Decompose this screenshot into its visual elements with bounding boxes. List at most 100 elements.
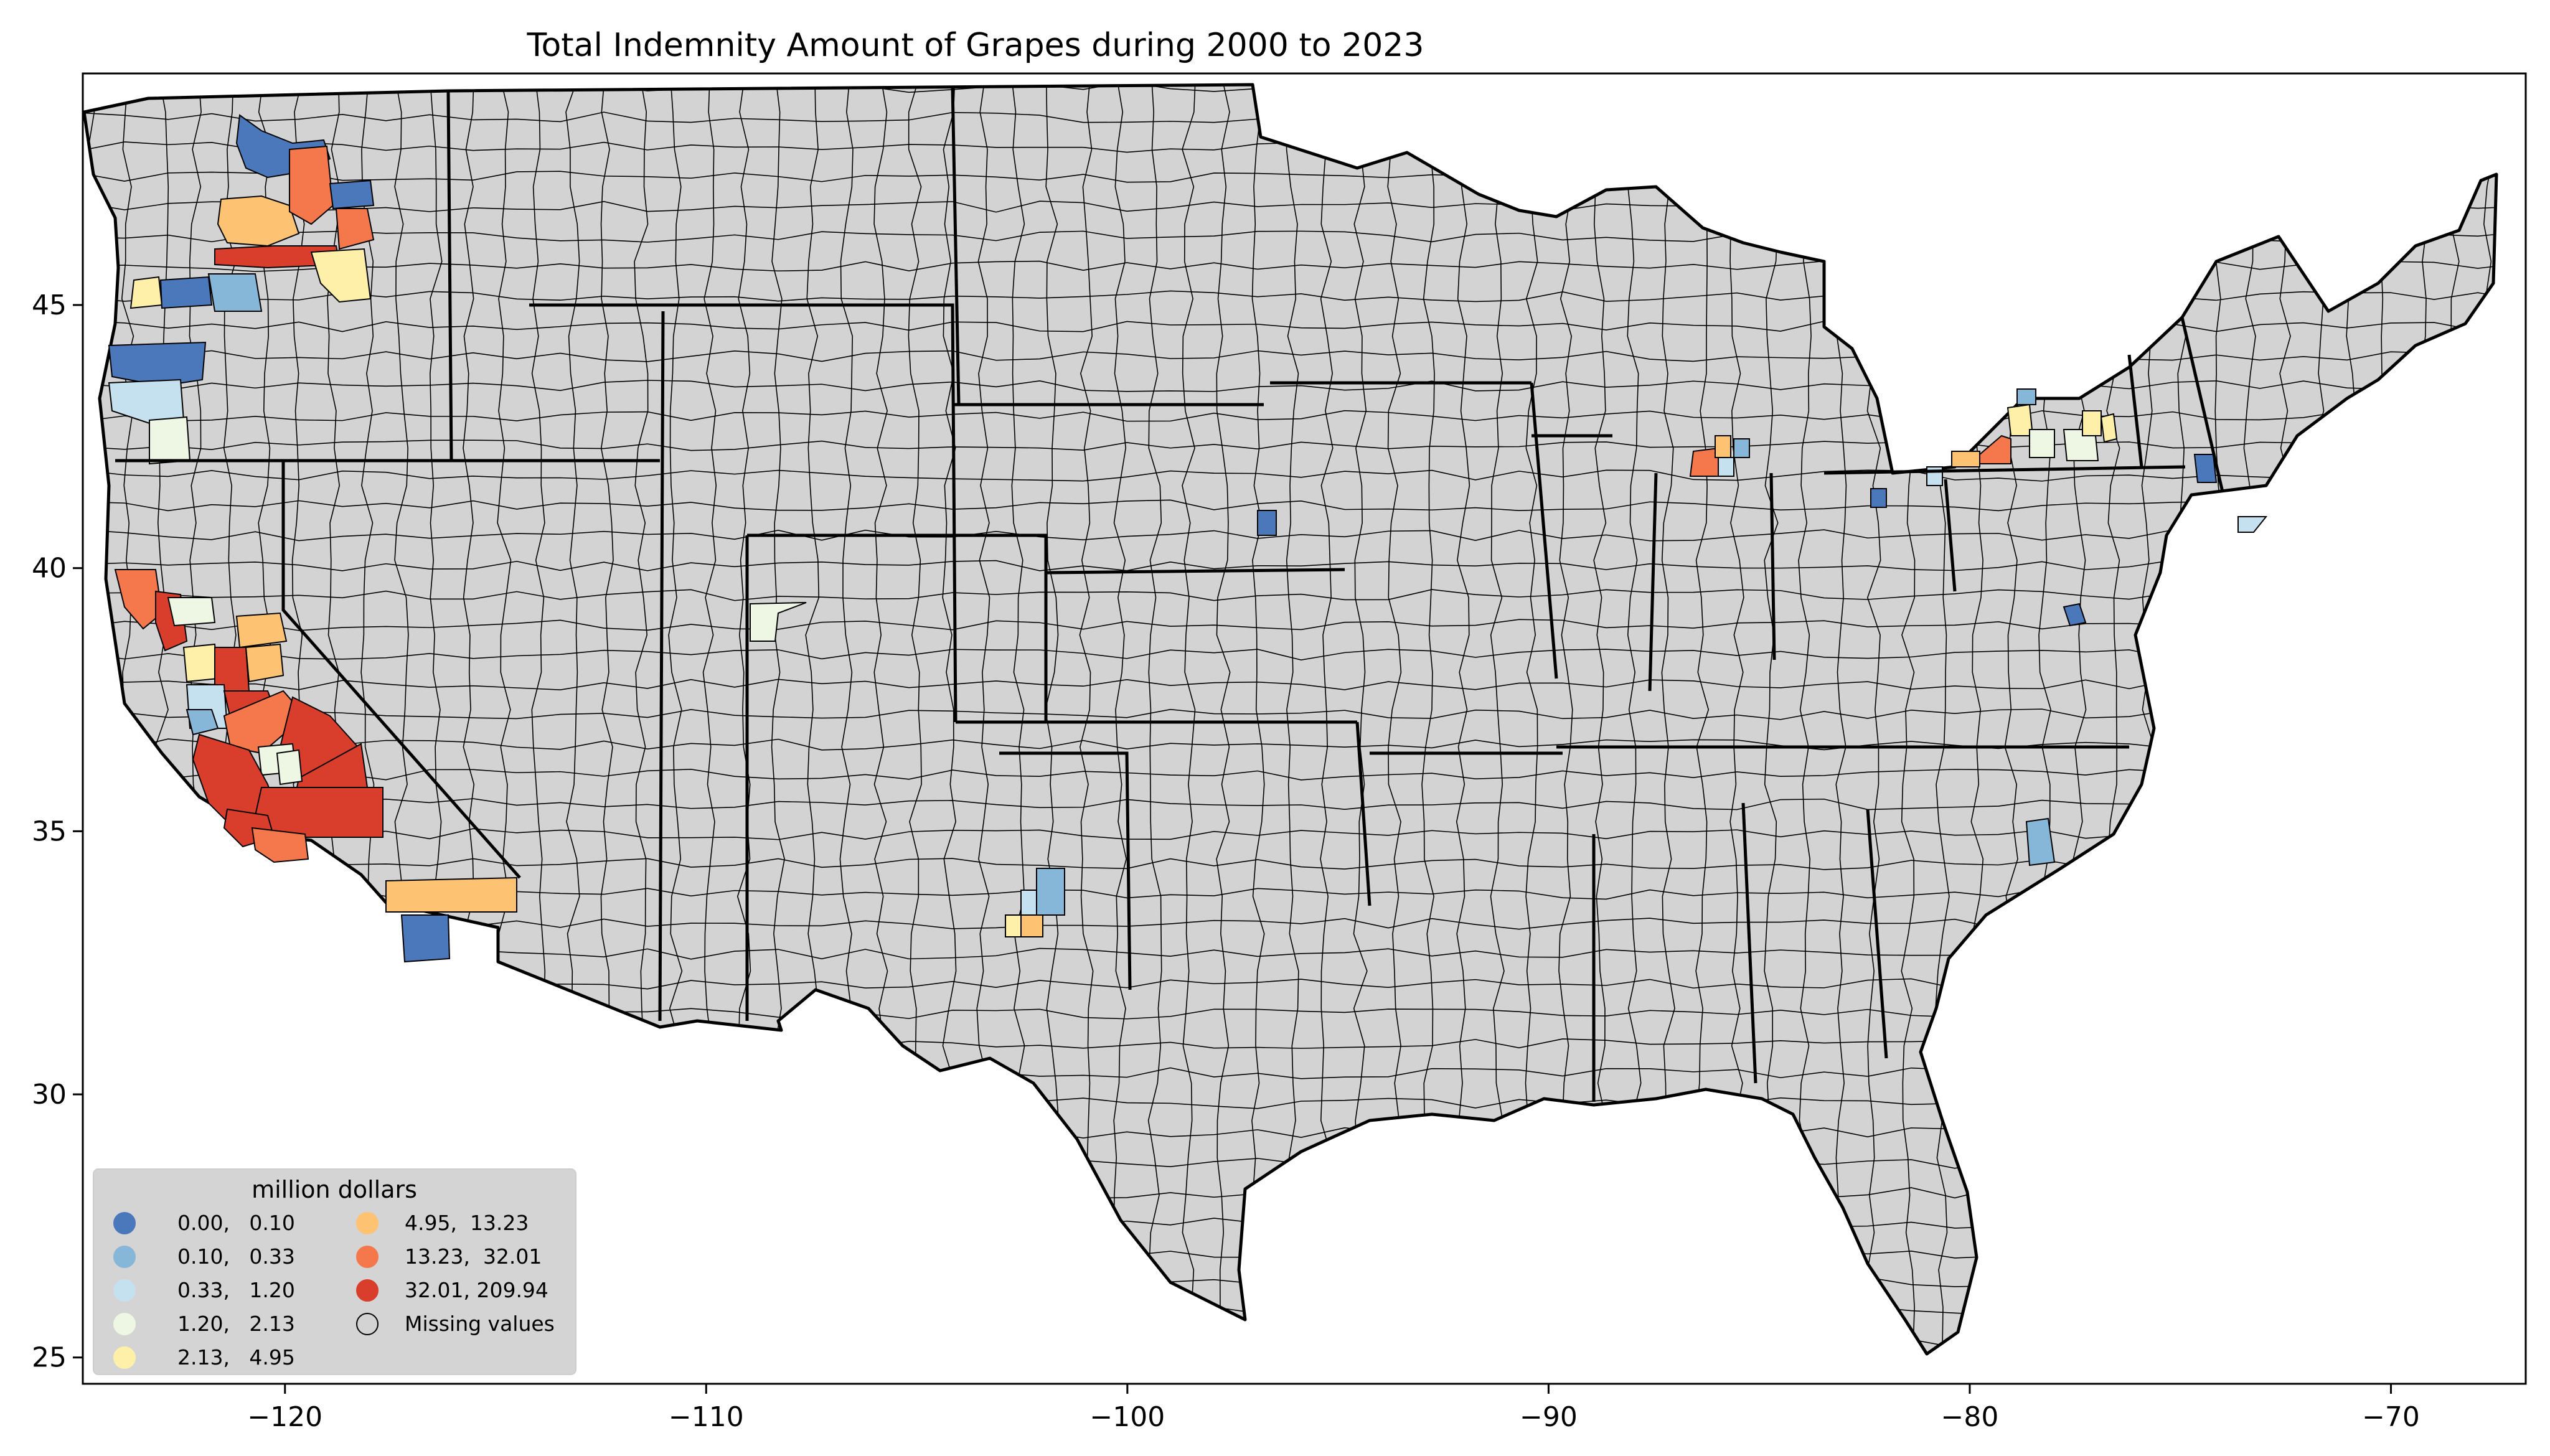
county-ca-north-lightgreen [167, 597, 216, 627]
county-or-willamette [108, 341, 207, 387]
y-tick-label: 30 [32, 1079, 67, 1111]
state-border [1045, 568, 1345, 575]
county-ca-sandiego [400, 914, 451, 963]
county-line [1182, 85, 1197, 1354]
county-fills [108, 114, 2268, 963]
county-line [84, 769, 2496, 781]
county-line [1216, 85, 1231, 1354]
county-line [84, 499, 2496, 512]
state-border [1648, 472, 1658, 692]
state-border [1355, 721, 1371, 906]
county-line [84, 1157, 2496, 1169]
legend-title: million dollars [252, 1176, 417, 1203]
county-line [1147, 85, 1162, 1354]
us-land [83, 83, 2498, 1356]
x-tick-label: −120 [247, 1401, 322, 1433]
state-border [1944, 479, 1957, 592]
legend-label: 0.33, 1.20 [177, 1278, 295, 1302]
county-or-south [149, 416, 191, 465]
legend-label: 13.23, 32.01 [405, 1244, 542, 1269]
state-border [2127, 354, 2143, 467]
county-oh-blue [1870, 488, 1887, 508]
county-mi-orange2 [1715, 435, 1731, 458]
county-line [84, 679, 2496, 690]
legend-label: 0.00, 0.10 [177, 1211, 295, 1235]
county-ny-lightgreen [2029, 429, 2055, 458]
county-ca-riverside [385, 876, 517, 913]
y-tick-label: 35 [32, 815, 67, 847]
county-ne-blue [1257, 510, 1277, 536]
county-line [84, 619, 2496, 631]
legend-label: 4.95, 13.23 [405, 1211, 529, 1235]
county-line [84, 469, 2496, 482]
county-md-blue [2063, 603, 2087, 627]
county-co-mesa [750, 602, 807, 642]
county-or-north-blue [159, 276, 213, 309]
county-wa-yakima [289, 145, 334, 225]
legend-swatch [356, 1313, 379, 1335]
county-line [1079, 85, 1094, 1354]
county-or-north-yellow [129, 276, 163, 309]
state-border [1866, 809, 1888, 1059]
x-tick-label: −70 [2362, 1401, 2420, 1433]
legend-swatch [113, 1246, 136, 1268]
state-border [1769, 472, 1776, 660]
state-border [951, 87, 961, 405]
county-or-north-lightblue [207, 273, 263, 312]
legend-label: Missing values [405, 1312, 555, 1336]
y-tick-label: 25 [32, 1342, 67, 1374]
legend-label: 32.01, 209.94 [405, 1278, 548, 1302]
x-axis: −120 −110 −100 −90 −80 −70 [247, 1384, 2420, 1433]
legend-label: 0.10, 0.33 [177, 1244, 295, 1269]
county-line [2346, 85, 2360, 1354]
state-border [658, 311, 665, 1022]
county-line [84, 828, 2496, 840]
county-ca-monterey-blue [186, 709, 219, 736]
county-line [84, 708, 2496, 720]
state-border [999, 751, 1132, 990]
y-axis: 45 40 35 30 25 [32, 289, 83, 1374]
state-border [446, 90, 453, 461]
county-mi-lightblue [1718, 457, 1734, 477]
legend-label: 2.13, 4.95 [177, 1345, 295, 1369]
county-ca-santabarbara [251, 827, 309, 863]
state-border [747, 533, 1048, 722]
x-tick-label: −110 [669, 1401, 744, 1433]
plot-frame [82, 72, 2527, 1385]
county-ca-kings-lightgreen [276, 749, 303, 786]
legend-items: 0.00, 0.10 0.10, 0.33 0.33, 1.20 1.20, 2.13… [113, 1211, 555, 1369]
county-ca-lodi-orange [245, 643, 285, 683]
state-border [529, 303, 957, 723]
county-ca-bay [182, 643, 219, 683]
county-line [2175, 85, 2190, 1354]
state-border [1823, 465, 2186, 475]
county-ny-yellow2 [2100, 413, 2118, 443]
county-tx-lightblue2 [1020, 890, 1037, 916]
county-line [1286, 85, 1299, 1354]
county-tx-orange [1020, 914, 1043, 937]
county-line [84, 529, 2496, 542]
legend-swatch [113, 1212, 136, 1234]
legend: million dollars 0.00, 0.10 0.10, 0.33 0.33… [93, 1168, 576, 1375]
county-line [84, 560, 2496, 571]
county-line [2312, 85, 2327, 1354]
county-nc-lightblue [2025, 817, 2056, 867]
state-border [1530, 382, 1558, 679]
state-border [2180, 317, 2224, 492]
county-wa-southeast-orange [335, 208, 375, 250]
county-ca-sonoma [114, 569, 163, 630]
county-ca-sierra-orange [235, 612, 288, 649]
county-wa-central [217, 195, 300, 247]
county-line [1251, 85, 1265, 1354]
county-line [84, 738, 2496, 751]
legend-swatch [356, 1246, 379, 1268]
x-tick-label: −100 [1089, 1401, 1165, 1433]
legend-swatch [113, 1313, 136, 1335]
county-ny-hudson [2193, 454, 2218, 483]
legend-swatch [356, 1279, 379, 1302]
county-line [84, 589, 2496, 601]
county-line [84, 649, 2496, 661]
county-nj-lightblue [2237, 516, 2268, 533]
legend-swatch [113, 1346, 136, 1369]
y-tick-label: 40 [32, 553, 67, 585]
